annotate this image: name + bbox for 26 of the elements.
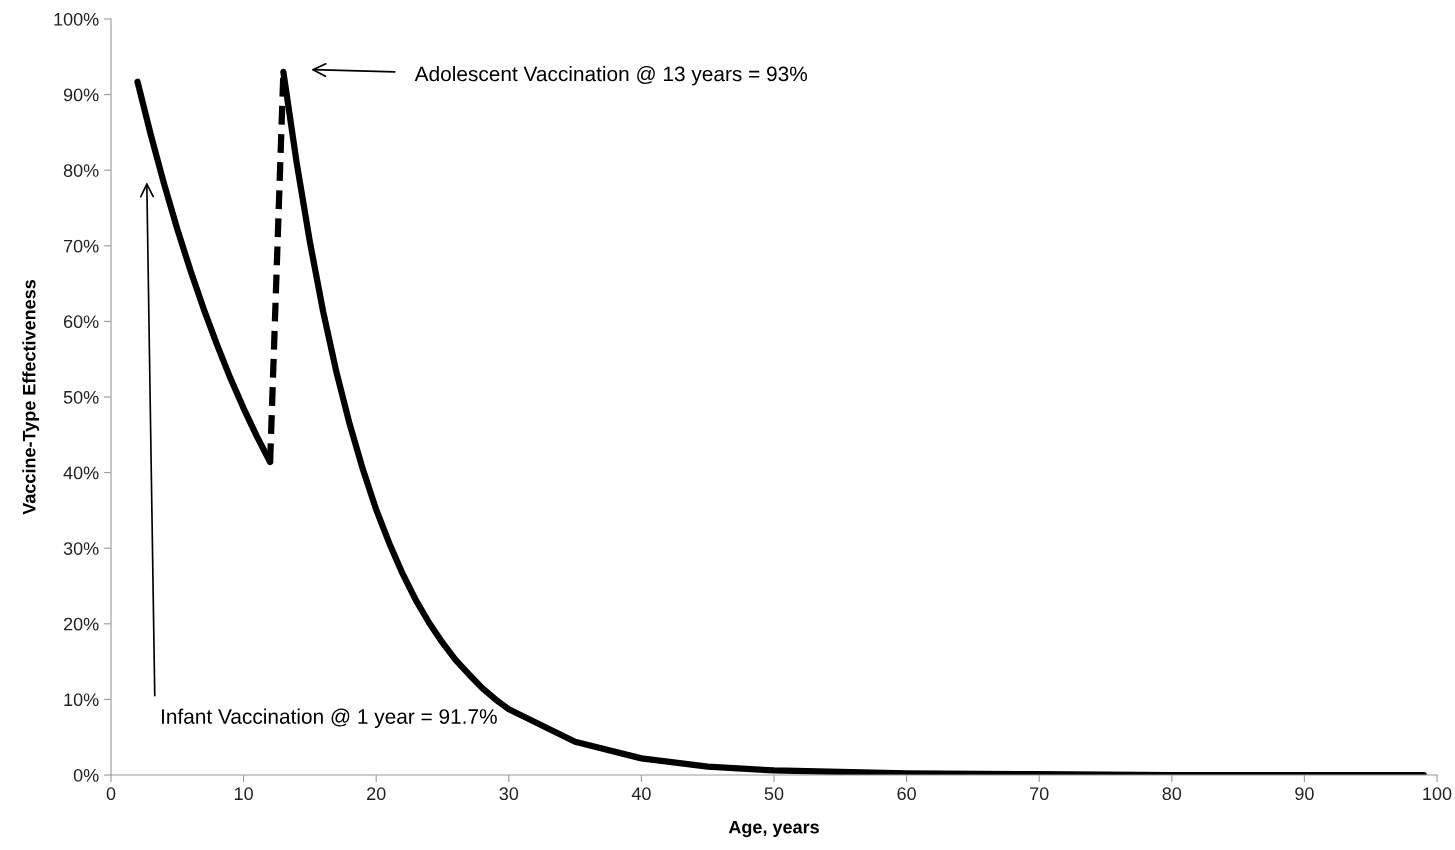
x-axis-title: Age, years: [728, 820, 819, 838]
x-tick-label: 70: [1030, 787, 1049, 801]
annotation: Adolescent Vaccination @ 13 years = 93%: [414, 65, 808, 86]
x-tick-label: 10: [234, 787, 253, 801]
x-tick-label: 30: [499, 787, 519, 801]
y-tick-label: 70%: [63, 239, 99, 253]
y-tick-label: 60%: [63, 315, 99, 329]
x-tick-label: 60: [897, 787, 916, 801]
x-tick-label: 80: [1162, 787, 1182, 801]
y-tick-label: 10%: [64, 693, 99, 707]
y-tick-label: 100%: [54, 12, 99, 26]
annotation: Infant Vaccination @ 1 year = 91.7%: [161, 708, 497, 729]
x-tick-label: 100: [1423, 787, 1452, 801]
y-tick-label: 30%: [63, 542, 99, 555]
y-axis-title: Vaccine-Type Effectiveness: [22, 279, 40, 515]
x-tick-label: 20: [367, 787, 386, 801]
x-tick-label: 50: [764, 787, 784, 801]
y-tick-label: 80%: [63, 164, 99, 177]
x-tick-label: 0: [106, 787, 116, 801]
y-tick-label: 0%: [73, 768, 99, 782]
y-tick-label: 90%: [63, 88, 99, 102]
y-tick-label: 40%: [63, 466, 99, 480]
x-tick-label: 40: [631, 787, 651, 801]
y-tick-label: 20%: [63, 617, 99, 631]
y-tick-label: 50%: [63, 390, 99, 404]
x-tick-label: 90: [1295, 787, 1314, 801]
